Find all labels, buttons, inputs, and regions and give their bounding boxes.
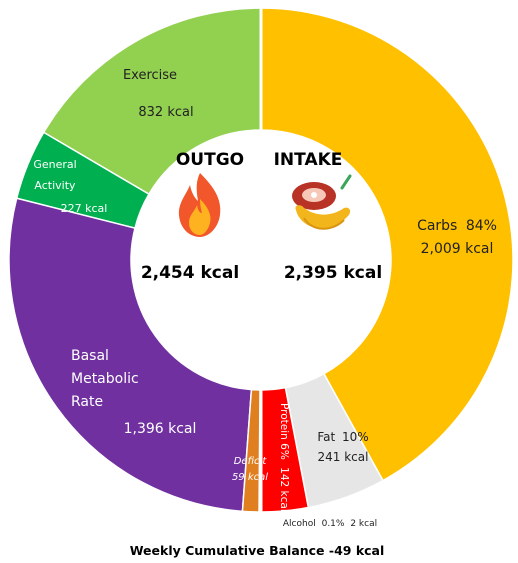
alcohol-value: 2 kcal [350, 519, 377, 529]
general-activity-label-line1: General [33, 158, 76, 171]
chart-caption: Weekly Cumulative Balance -49 kcal [130, 543, 385, 558]
outgo-heading: OUTGO [176, 150, 244, 170]
bmr-label-line2: Metabolic [71, 371, 139, 387]
carbs-label: Carbs 84% [417, 218, 497, 234]
bmr-label-line3: Rate [71, 394, 103, 410]
general-activity-value: 227 kcal [61, 202, 108, 215]
carbs-percent: 84% [466, 218, 497, 234]
protein-percent: 6% [278, 443, 290, 460]
exercise-label: Exercise [123, 68, 177, 83]
fat-label: Fat 10% [317, 430, 368, 444]
food-icon [292, 174, 352, 230]
donut-segments [8, 7, 514, 513]
outgo-total: 2,454 kcal [141, 263, 239, 283]
fat-value: 241 kcal [318, 450, 369, 464]
protein-name: Protein [278, 403, 290, 440]
intake-heading: INTAKE [274, 150, 343, 170]
bmr-value: 1,396 kcal [124, 421, 197, 437]
alcohol-percent: 0.1% [322, 519, 345, 529]
bmr-label-line1: Basal [71, 348, 109, 364]
general-activity-label-line2: Activity [34, 179, 76, 192]
alcohol-label: Alcohol 0.1% 2 kcal [283, 519, 377, 529]
deficit-value: 59 kcal [232, 472, 268, 483]
deficit-label: Deficit [234, 456, 268, 467]
fire-icon [178, 173, 221, 237]
protein-value: 142 kcal [278, 467, 290, 512]
carbs-value: 2,009 kcal [421, 241, 494, 257]
carbs-name: Carbs [417, 218, 457, 234]
fat-percent: 10% [342, 430, 369, 444]
exercise-value: 832 kcal [138, 105, 193, 120]
intake-total: 2,395 kcal [284, 263, 382, 283]
fat-name: Fat [317, 430, 335, 444]
alcohol-name: Alcohol [283, 519, 316, 529]
protein-label: Protein 6% 142 kcal [278, 403, 290, 512]
